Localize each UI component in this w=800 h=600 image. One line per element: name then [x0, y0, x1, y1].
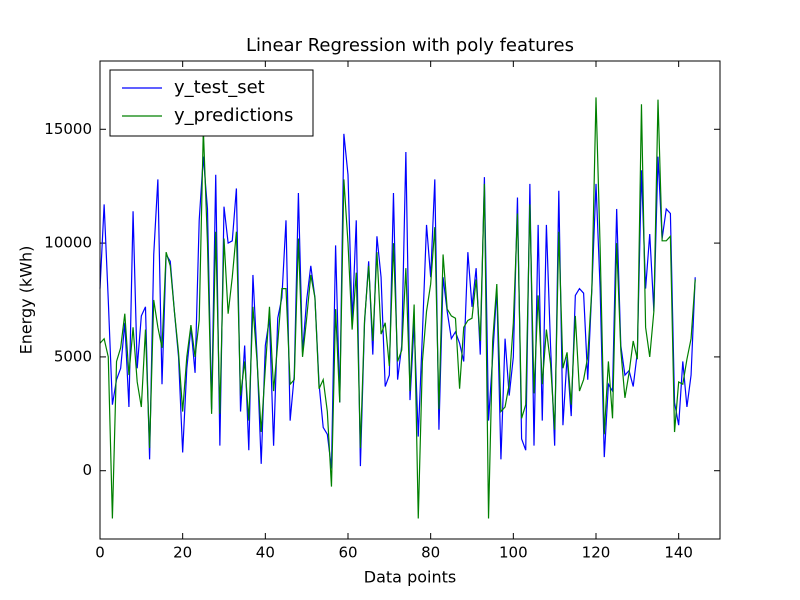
x-tick-label: 100: [499, 544, 528, 562]
legend-label: y_test_set: [174, 77, 265, 98]
x-axis-label: Data points: [364, 568, 456, 587]
x-tick-label: 60: [338, 544, 357, 562]
x-tick-label: 0: [95, 544, 105, 562]
data-line: [99, 133, 696, 469]
y-axis-label: Energy (kWh): [17, 246, 36, 355]
x-tick-label: 140: [664, 544, 693, 562]
x-tick-label: 120: [582, 544, 611, 562]
x-tick-label: 80: [421, 544, 440, 562]
y-tick-label: 0: [82, 461, 92, 479]
plot-frame: [99, 60, 721, 540]
x-tick-label: 40: [256, 544, 275, 562]
legend-box: [109, 69, 314, 137]
y-tick-label: 10000: [44, 234, 92, 252]
data-line: [99, 97, 696, 519]
x-tick-label: 20: [173, 544, 192, 562]
y-tick-label: 5000: [54, 347, 92, 365]
y-tick-label: 15000: [44, 120, 92, 138]
legend-label: y_predictions: [174, 105, 293, 126]
chart-title: Linear Regression with poly features: [246, 35, 574, 56]
